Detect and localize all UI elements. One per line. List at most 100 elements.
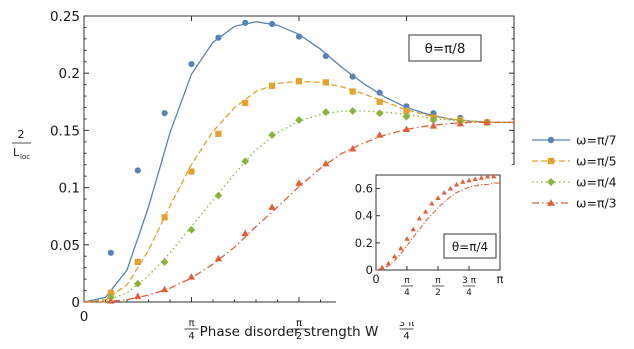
legend-marker (547, 157, 555, 165)
y-tick-label: 0.15 (50, 123, 80, 139)
inset-x-tick-denominator: 4 (404, 288, 410, 298)
inset-x-tick-label: 0 (372, 272, 379, 286)
data-point (241, 229, 249, 237)
y-axis-title-subscript: loc (20, 153, 30, 161)
data-point (215, 34, 222, 41)
x-tick-denominator: 2 (296, 331, 302, 342)
data-point (214, 254, 223, 262)
inset-data-point (391, 253, 398, 259)
y-axis-title-denominator: L (13, 146, 20, 159)
data-point (295, 179, 303, 186)
data-point (456, 119, 464, 127)
data-point (107, 249, 114, 256)
inset-y-tick-label: 0.2 (355, 236, 373, 250)
data-point (107, 289, 114, 296)
data-point (349, 88, 356, 95)
data-point (134, 167, 141, 174)
data-point (376, 89, 383, 96)
data-point (403, 107, 410, 115)
data-point (161, 110, 168, 117)
inset-annotation-theta: θ=π/4 (452, 240, 488, 254)
data-point (349, 73, 356, 80)
data-point (160, 258, 169, 266)
data-point (376, 98, 383, 105)
inset-data-point (447, 185, 454, 191)
annotation-box (408, 34, 482, 62)
data-point (402, 112, 411, 121)
legend-label: ω=π/4 (576, 175, 617, 190)
data-point (134, 292, 142, 300)
data-point (268, 20, 276, 28)
inset-data-point (416, 215, 423, 221)
data-point (161, 214, 168, 221)
inset-x-tick-numerator: 3 π (462, 276, 477, 286)
y-tick-label: 0 (71, 295, 80, 311)
inset-data-point (404, 236, 410, 241)
legend-marker (547, 136, 555, 144)
inset-data-point (435, 195, 441, 201)
data-point (483, 118, 491, 126)
data-point (295, 78, 303, 85)
data-point (160, 285, 169, 293)
data-point (188, 168, 195, 175)
x-tick-denominator: 4 (188, 331, 194, 342)
inset-x-tick-denominator: 4 (466, 288, 472, 298)
y-axis-title-numerator: 2 (18, 128, 25, 141)
data-point (215, 130, 222, 137)
data-point (187, 226, 196, 234)
data-point (268, 82, 276, 89)
legend-marker (547, 178, 555, 186)
inset-data-point (453, 181, 460, 187)
inset-x-tick-label: π (497, 272, 504, 286)
inset-data-point (472, 176, 478, 182)
series-line (84, 121, 515, 303)
data-point (187, 273, 196, 280)
inset-data-point (379, 264, 385, 270)
inset-y-tick-label: 0 (366, 263, 373, 277)
inset-data-point (410, 226, 416, 232)
legend-label: ω=π/7 (576, 133, 617, 148)
inset-data-point (385, 260, 392, 266)
data-point (268, 203, 276, 210)
data-point (402, 125, 411, 133)
y-tick-label: 0.2 (59, 66, 80, 82)
legend-marker (547, 199, 555, 206)
data-point (322, 159, 330, 167)
x-tick-label: 0 (80, 309, 89, 325)
inset-data-point (422, 209, 429, 214)
data-point (295, 33, 303, 40)
inset-x-tick-denominator: 2 (435, 288, 441, 298)
inset-data-point (429, 200, 435, 206)
x-tick-numerator: π (296, 318, 302, 329)
inset-y-tick-label: 0.4 (355, 209, 373, 223)
inset-data-point (484, 173, 491, 179)
inset-data-point (441, 190, 447, 195)
data-point (429, 122, 438, 129)
x-tick-denominator: 4 (403, 331, 409, 342)
data-point (242, 99, 249, 107)
inset-annotation-box (443, 233, 497, 259)
data-point (295, 116, 303, 124)
data-point (188, 60, 195, 68)
data-point (348, 107, 357, 115)
annotation-theta: θ=π/8 (425, 41, 466, 57)
x-tick-numerator: 3 π (399, 318, 415, 329)
inset-data-point (478, 175, 485, 180)
y-tick-label: 0.05 (50, 238, 80, 254)
data-point (241, 157, 250, 166)
data-point (134, 258, 141, 266)
data-point (107, 297, 115, 304)
data-point (348, 144, 357, 152)
x-tick-numerator: π (188, 318, 194, 329)
data-point (375, 109, 384, 118)
data-point (214, 191, 223, 200)
y-tick-label: 0.1 (59, 181, 80, 197)
inset-data-point (491, 173, 497, 179)
data-point (429, 116, 438, 124)
data-point (322, 52, 329, 60)
inset-x-tick-numerator: π (404, 276, 410, 286)
data-point (242, 19, 249, 26)
data-point (375, 131, 384, 138)
x-axis-title: Phase disorder strength W (200, 324, 379, 340)
